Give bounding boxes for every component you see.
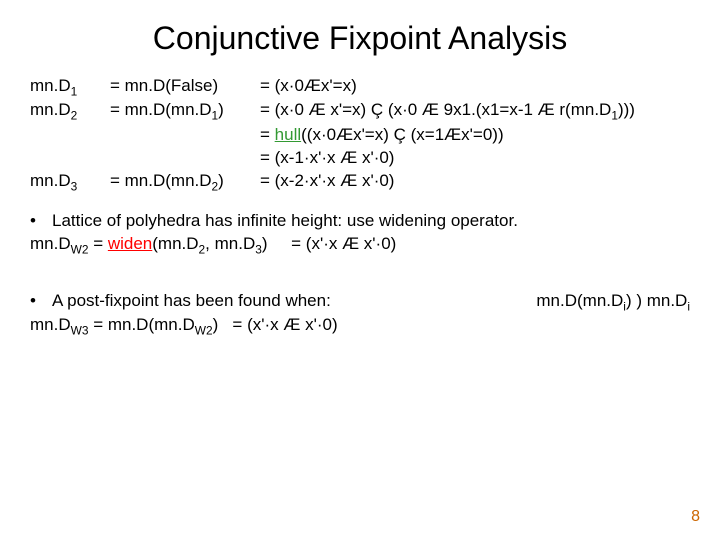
eq-c1: mn.D3 [30,170,110,194]
bullet-row: • A post-fixpoint has been found when: m… [30,290,690,314]
bullet-text: Lattice of polyhedra has infinite height… [52,210,690,233]
bullet-dot: • [30,210,52,233]
eq-c1 [30,147,110,170]
eq-c2: = mn.D(False) [110,75,260,99]
eq-c3: = (x·0Æx'=x) [260,75,690,99]
eq-c2 [110,147,260,170]
slide: Conjunctive Fixpoint Analysis mn.D1 = mn… [0,0,720,540]
eq-c1: mn.D2 [30,99,110,123]
eq-row: mn.D3 = mn.D(mn.D2) = (x-2·x'·x Æ x'·0) [30,170,690,194]
eq-c3: = (x-1·x'·x Æ x'·0) [260,147,690,170]
widen-text: widen [108,234,152,253]
widen-line: mn.DW2 = widen(mn.D2, mn.D3) = (x'·x Æ x… [30,233,690,257]
eq-c1: mn.D1 [30,75,110,99]
eq-row: = hull((x·0Æx'=x) Ç (x=1Æx'=0)) [30,124,690,147]
eq-row: = (x-1·x'·x Æ x'·0) [30,147,690,170]
eq-c3: = (x·0 Æ x'=x) Ç (x·0 Æ 9x1.(x1=x-1 Æ r(… [260,99,690,123]
hull-text: hull [275,125,301,144]
slide-title: Conjunctive Fixpoint Analysis [30,20,690,57]
fixpoint-cond: mn.D(mn.Di) ) mn.Di [536,290,690,314]
bullet-row: • Lattice of polyhedra has infinite heig… [30,210,690,233]
last-line: mn.DW3 = mn.D(mn.DW2) = (x'·x Æ x'·0) [30,314,690,338]
eq-row: mn.D1 = mn.D(False) = (x·0Æx'=x) [30,75,690,99]
bullet-text: A post-fixpoint has been found when: mn.… [52,290,690,314]
eq-c2 [110,124,260,147]
eq-c3: = hull((x·0Æx'=x) Ç (x=1Æx'=0)) [260,124,690,147]
eq-c2: = mn.D(mn.D2) [110,170,260,194]
eq-c2: = mn.D(mn.D1) [110,99,260,123]
eq-row: mn.D2 = mn.D(mn.D1) = (x·0 Æ x'=x) Ç (x·… [30,99,690,123]
eq-c1 [30,124,110,147]
slide-number: 8 [691,508,700,526]
eq-c3: = (x-2·x'·x Æ x'·0) [260,170,690,194]
bullet-dot: • [30,290,52,314]
